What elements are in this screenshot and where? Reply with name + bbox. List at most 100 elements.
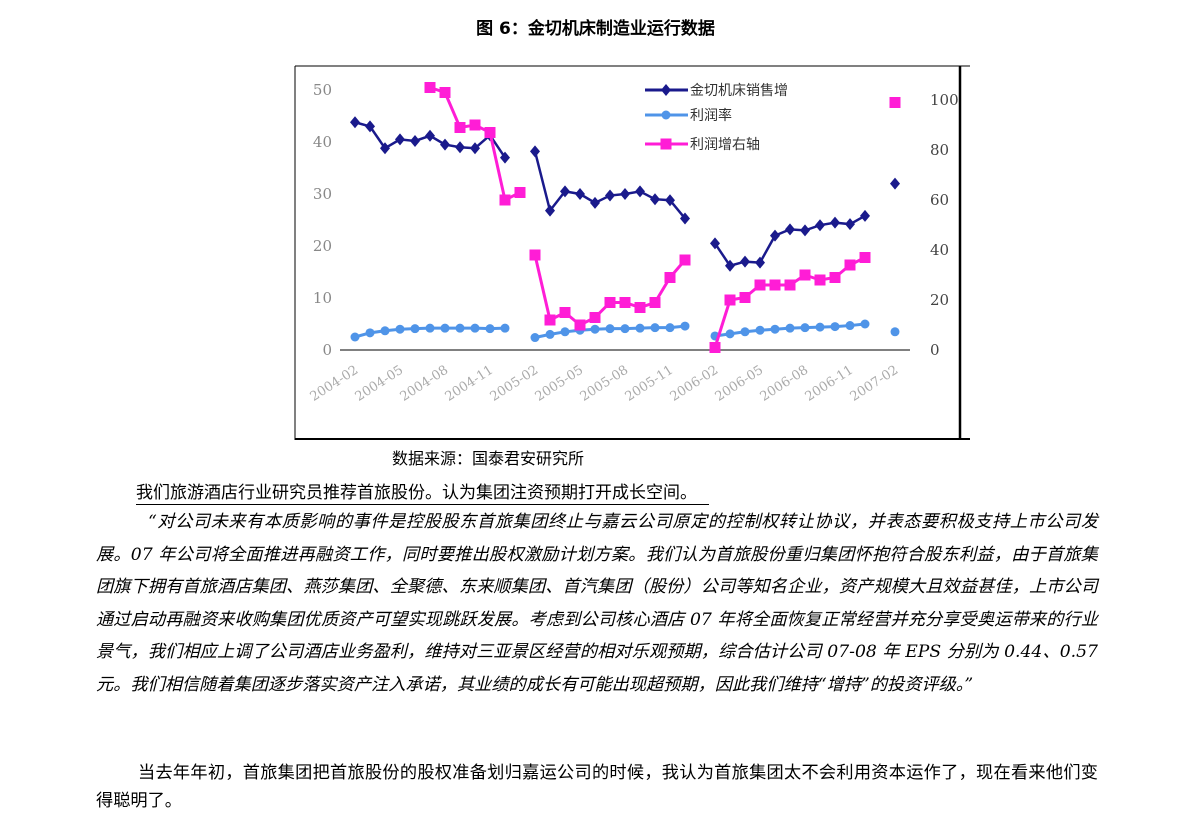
x-tick-label: 2006-05 <box>713 363 766 405</box>
series-profit <box>424 82 901 353</box>
data-point-diamond <box>545 204 555 217</box>
data-point-diamond <box>410 134 420 147</box>
data-point-circle <box>635 323 645 333</box>
data-point-diamond <box>755 256 765 269</box>
right-tick-label: 40 <box>930 241 949 259</box>
quote-text: “对公司未来有本质影响的事件是控股股东首旅集团终止与嘉云公司原定的控制权转让协议… <box>96 512 1098 695</box>
data-point-diamond <box>395 133 405 146</box>
data-point-square <box>679 254 691 266</box>
series-line <box>533 254 687 327</box>
data-point-diamond <box>845 218 855 231</box>
data-point-diamond <box>530 145 540 158</box>
data-point-square <box>724 294 736 306</box>
data-point-diamond <box>785 223 795 236</box>
x-tick-label: 2004-08 <box>398 363 451 405</box>
data-point-diamond <box>620 188 630 200</box>
data-point-square <box>889 97 901 108</box>
data-point-circle <box>725 329 735 339</box>
data-point-circle <box>500 323 510 333</box>
x-tick-label: 2004-11 <box>443 363 496 405</box>
data-point-circle <box>350 332 360 342</box>
left-tick-label: 10 <box>313 289 332 307</box>
data-point-diamond <box>890 177 900 190</box>
x-tick-label: 2007-02 <box>848 363 901 405</box>
data-point-square <box>499 194 511 206</box>
data-point-circle <box>770 324 780 334</box>
data-point-circle <box>425 323 435 333</box>
data-point-square <box>424 82 436 93</box>
data-point-square <box>484 127 496 138</box>
series-sales <box>350 116 900 272</box>
data-point-diamond <box>470 142 480 155</box>
x-tick-label: 2004-05 <box>353 363 406 405</box>
right-tick-label: 60 <box>930 191 949 209</box>
legend-label: 利润增右轴 <box>690 137 760 153</box>
data-point-diamond <box>440 138 450 151</box>
data-point-square <box>604 297 616 308</box>
section-heading: 我们旅游酒店行业研究员推荐首旅股份。认为集团注资预期打开成长空间。 <box>136 478 709 505</box>
data-point-square <box>664 272 676 283</box>
data-point-diamond <box>605 189 615 202</box>
legend-label: 金切机床销售增 <box>690 83 788 99</box>
data-source: 数据来源：国泰君安研究所 <box>392 449 585 468</box>
data-point-diamond <box>800 224 810 237</box>
legend-marker <box>661 84 671 96</box>
analyst-quote: “对公司未来有本质影响的事件是控股股东首旅集团终止与嘉云公司原定的控制权转让协议… <box>96 506 1098 701</box>
data-point-circle <box>890 327 900 337</box>
data-point-circle <box>860 319 870 329</box>
data-point-circle <box>755 325 765 335</box>
data-point-circle <box>785 323 795 333</box>
data-point-diamond <box>770 229 780 242</box>
x-axis: 2004-022004-052004-082004-112005-022005-… <box>308 363 901 405</box>
legend-marker <box>660 138 672 150</box>
data-point-diamond <box>425 129 435 142</box>
body-paragraph: 当去年年初，首旅集团把首旅股份的股权准备划归嘉运公司的时候，我认为首旅集团太不会… <box>96 759 1098 815</box>
data-point-diamond <box>590 196 600 209</box>
left-tick-label: 20 <box>313 237 332 255</box>
data-point-circle <box>365 328 375 338</box>
series-line <box>533 151 686 220</box>
data-point-diamond <box>680 212 690 225</box>
x-tick-label: 2005-08 <box>578 363 631 405</box>
data-point-diamond <box>500 151 510 164</box>
data-point-square <box>634 302 646 313</box>
data-point-circle <box>545 329 555 339</box>
figure-title: 图 6：金切机床制造业运行数据 <box>476 19 715 39</box>
data-point-square <box>574 319 586 331</box>
data-point-square <box>469 119 481 131</box>
data-point-circle <box>665 323 675 333</box>
data-point-square <box>799 269 811 281</box>
data-point-square <box>514 187 526 198</box>
data-point-circle <box>620 324 630 334</box>
data-point-square <box>829 272 841 283</box>
series-layer <box>350 82 901 353</box>
data-point-square <box>559 307 571 318</box>
x-tick-label: 2005-02 <box>488 363 541 405</box>
data-point-circle <box>815 322 825 332</box>
data-point-square <box>769 279 781 291</box>
data-point-circle <box>845 321 855 331</box>
data-point-square <box>589 312 601 323</box>
right-y-axis: 0 20 40 60 80 100 <box>930 91 959 359</box>
paragraph-text: 当去年年初，首旅集团把首旅股份的股权准备划归嘉运公司的时候，我认为首旅集团太不会… <box>96 763 1098 811</box>
chart-frame <box>294 65 970 440</box>
data-point-circle <box>410 324 420 334</box>
data-point-diamond <box>710 237 720 250</box>
data-point-circle <box>605 324 615 334</box>
data-point-diamond <box>725 259 735 272</box>
legend-label: 利润率 <box>690 107 732 124</box>
data-point-circle <box>650 323 660 333</box>
x-tick-label: 2006-11 <box>803 363 856 405</box>
data-point-circle <box>380 326 390 336</box>
data-point-diamond <box>575 188 585 200</box>
data-point-square <box>544 314 556 326</box>
data-point-square <box>814 274 826 286</box>
data-point-circle <box>440 323 450 333</box>
data-point-circle <box>740 327 750 337</box>
series-margin <box>350 319 900 343</box>
data-point-circle <box>800 323 810 333</box>
data-point-diamond <box>455 141 465 154</box>
x-tick-label: 2005-11 <box>623 363 676 405</box>
legend-marker <box>661 110 671 120</box>
